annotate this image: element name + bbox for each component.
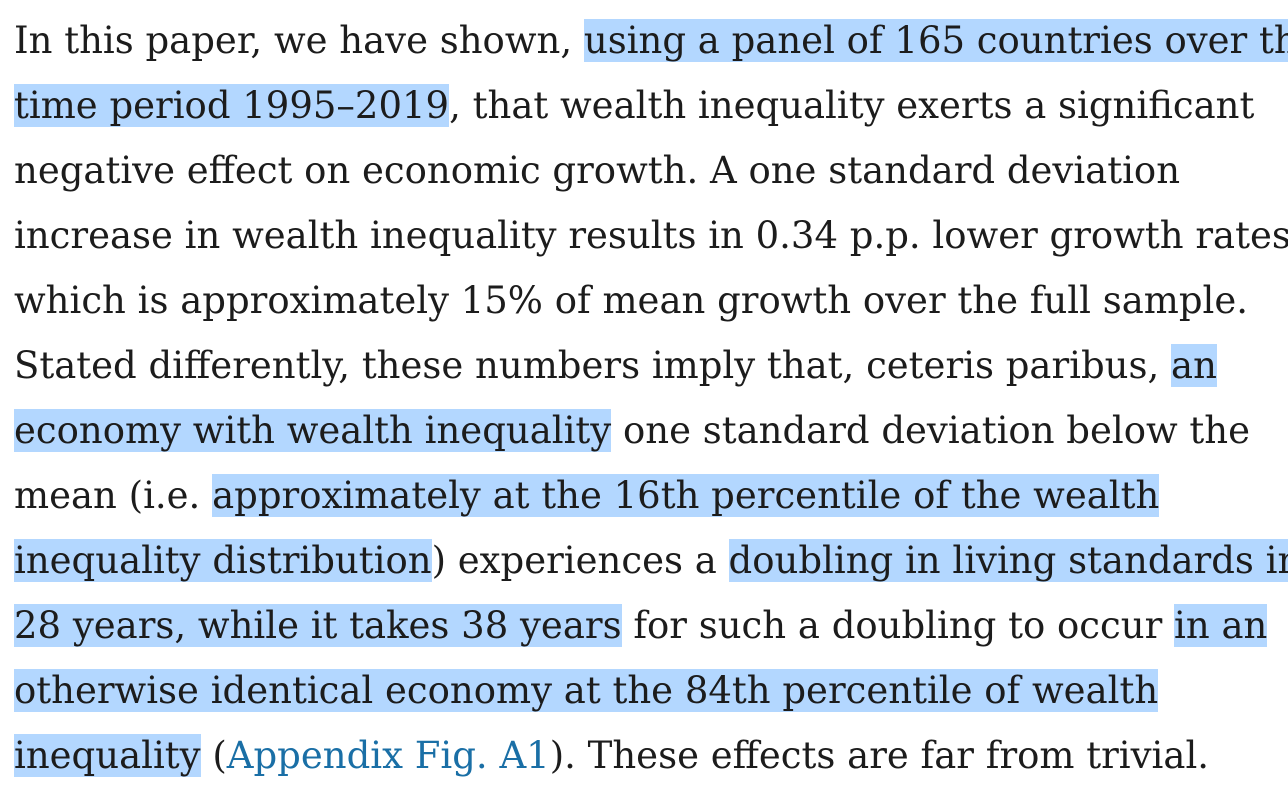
text-segment: one standard deviation below the [611,409,1251,452]
text-line: otherwise identical economy at the 84th … [14,658,1286,723]
text-segment: ). These effects are far from trivial. [549,734,1210,777]
text-segment: which is approximately 15% of mean growt… [14,279,1249,322]
text-line: inequality (Appendix Fig. A1). These eff… [14,723,1286,788]
highlighted-text[interactable]: time period 1995–2019 [14,84,450,127]
highlighted-text[interactable]: inequality [14,734,201,777]
text-line: In this paper, we have shown, using a pa… [14,8,1288,73]
text-line: Stated differently, these numbers imply … [14,333,1286,398]
text-line: time period 1995–2019, that wealth inequ… [14,73,1286,138]
text-line: economy with wealth inequality one stand… [14,398,1286,463]
highlighted-text[interactable]: economy with wealth inequality [14,409,612,452]
text-segment: Stated differently, these numbers imply … [14,344,1172,387]
text-line: increase in wealth inequality results in… [14,203,1288,268]
text-segment: mean (i.e. [14,474,213,517]
text-line: which is approximately 15% of mean growt… [14,268,1286,333]
text-line: inequality distribution) experiences a d… [14,528,1288,593]
highlighted-text[interactable]: inequality distribution [14,539,432,582]
text-segment: In this paper, we have shown, [14,19,584,62]
highlighted-text[interactable]: using a panel of 165 countries over the [583,19,1288,62]
appendix-figure-link[interactable]: Appendix Fig. A1 [226,734,550,777]
text-segment: , that wealth inequality exerts a signif… [449,84,1255,127]
highlighted-text[interactable]: otherwise identical economy at the 84th … [14,669,1159,712]
text-line: 28 years, while it takes 38 years for su… [14,593,1286,658]
highlighted-text[interactable]: approximately at the 16th percentile of … [212,474,1160,517]
text-segment: negative effect on economic growth. A on… [14,149,1181,192]
text-segment: increase in wealth inequality results in… [14,214,1288,257]
highlighted-text[interactable]: doubling in living standards in [728,539,1288,582]
paper-paragraph: In this paper, we have shown, using a pa… [14,8,1288,788]
text-line: negative effect on economic growth. A on… [14,138,1286,203]
highlighted-text[interactable]: an [1171,344,1217,387]
highlighted-text[interactable]: in an [1174,604,1268,647]
highlighted-text[interactable]: 28 years, while it takes 38 years [14,604,622,647]
text-segment: ( [200,734,227,777]
text-line: mean (i.e. approximately at the 16th per… [14,463,1286,528]
text-segment: ) experiences a [431,539,729,582]
text-segment: for such a doubling to occur [621,604,1175,647]
